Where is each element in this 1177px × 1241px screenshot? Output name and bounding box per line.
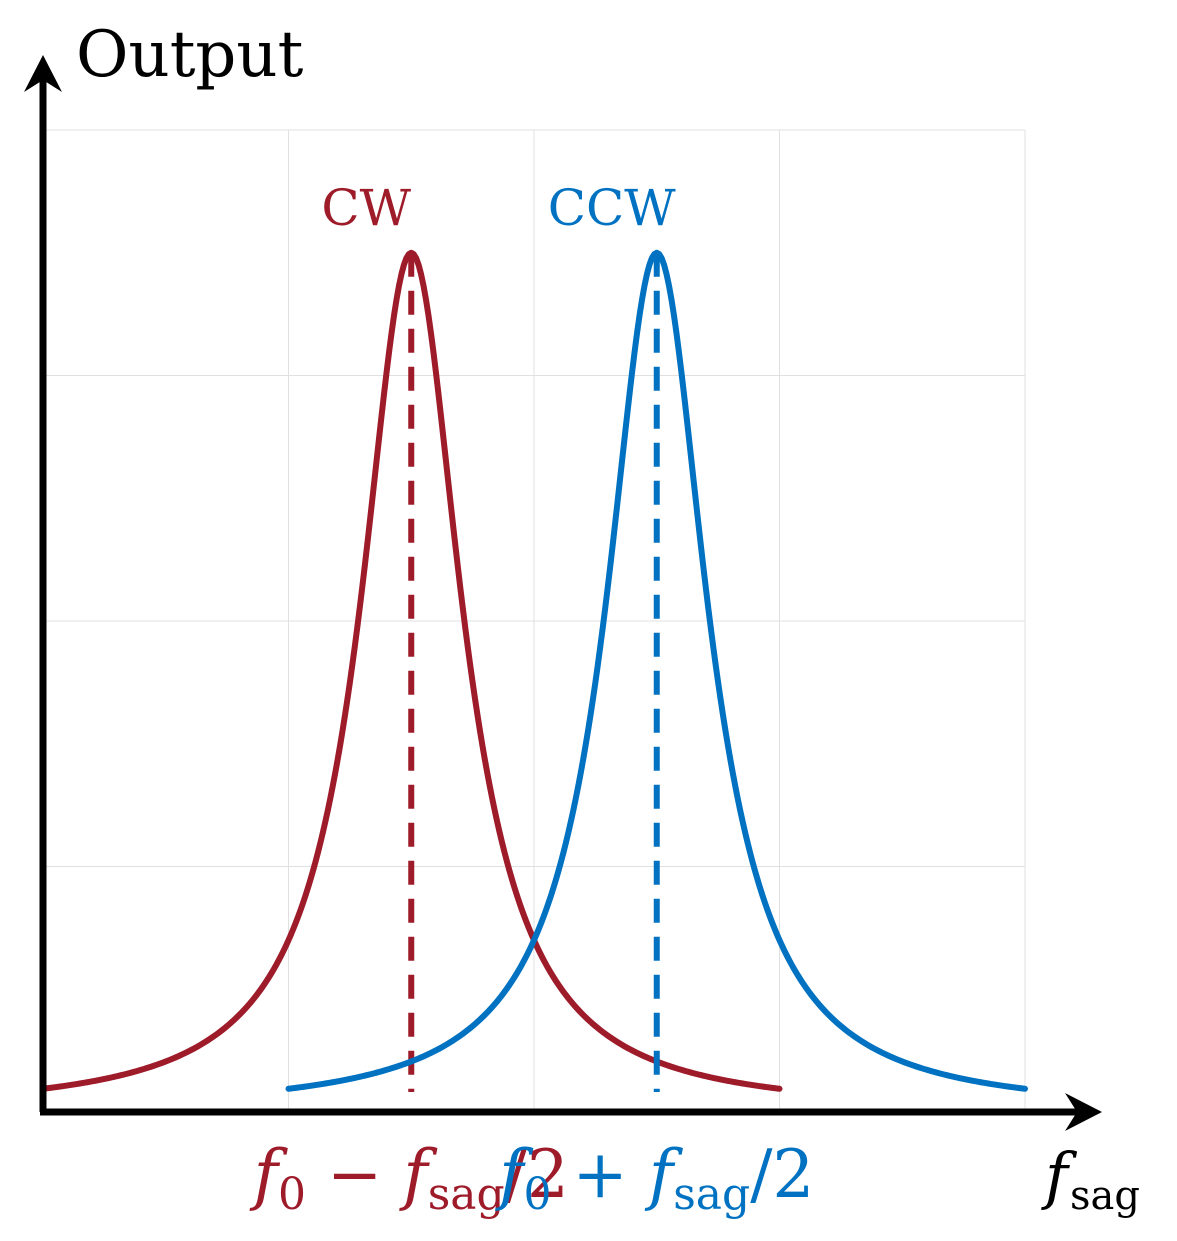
series-labels: CW CCW [321, 179, 676, 237]
grid [43, 129, 1026, 1112]
axes [24, 55, 1102, 1131]
cw-marker-label: f0 − fsag/2 [249, 1136, 569, 1220]
x-axis-label-sub: sag [1070, 1173, 1140, 1219]
cw-series-label: CW [321, 179, 411, 237]
y-axis-arrowhead [24, 55, 62, 92]
y-axis-label: Output [76, 18, 304, 92]
cw-marker-label-part: sag [428, 1169, 505, 1220]
ccw-marker-label-part: sag [673, 1169, 750, 1220]
marker-labels: f0 − fsag/2f0 + fsag/2 [249, 1136, 815, 1220]
cw-marker-label-part: 0 [278, 1169, 306, 1220]
ccw-series-label: CCW [548, 179, 677, 237]
ccw-marker-label-part: 0 [524, 1169, 552, 1220]
x-axis-arrowhead [1065, 1093, 1102, 1131]
ccw-marker-label: f0 + fsag/2 [494, 1136, 814, 1220]
ccw-marker-label-part: + [552, 1136, 649, 1213]
x-axis-label: fsag [1041, 1139, 1140, 1219]
cw-marker-label-part: − [306, 1136, 403, 1213]
curves [40, 249, 1028, 1092]
cw-marker-label-part: /2 [505, 1136, 569, 1213]
ccw-marker-label-part: /2 [750, 1136, 814, 1213]
